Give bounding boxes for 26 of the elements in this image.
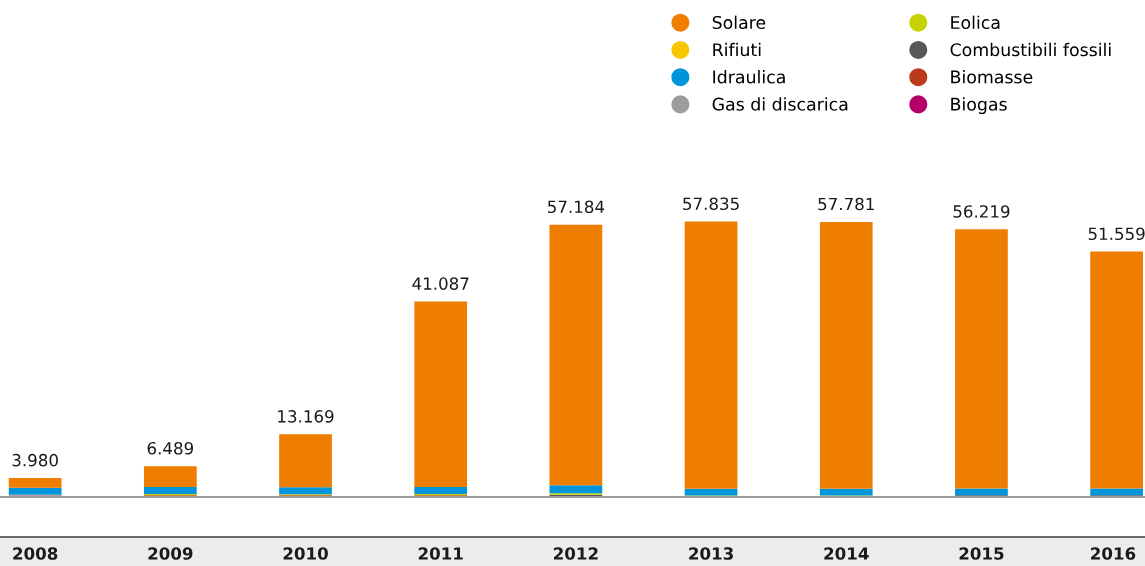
x-tick-label: 2013 [689, 547, 733, 560]
annotation: 6.489 [147, 441, 194, 455]
annotation: 57.835 [683, 197, 739, 211]
x-tick-label: 2011 [418, 547, 463, 560]
annotation: 13.169 [278, 410, 334, 423]
x-tick-label: 2009 [148, 547, 193, 560]
legend-label: Biomasse [951, 70, 1033, 84]
legend-label: Solare [712, 15, 766, 30]
x-tick-label: 2014 [824, 547, 869, 560]
annotation: 56.219 [953, 205, 1010, 218]
legend-label: Combustibili fossili [950, 42, 1111, 57]
legend-label: Gas di discarica [712, 97, 848, 111]
x-tick-label: 2016 [1091, 547, 1136, 560]
x-tick-label: 2015 [959, 547, 1004, 560]
legend-label: Idraulica [713, 70, 785, 84]
annotation: 57.781 [818, 197, 874, 211]
x-tick-label: 2010 [283, 547, 328, 560]
annotation: 51.559 [1088, 227, 1145, 241]
annotation: 57.184 [548, 200, 605, 214]
legend-label: Rifiuti [713, 42, 761, 57]
annotation: 3.980 [12, 453, 58, 467]
legend-label: Biogas [951, 97, 1007, 115]
x-tick-label: 2012 [554, 547, 598, 560]
legend-label: Eolica [951, 15, 1000, 30]
annotation: 41.087 [412, 277, 469, 290]
x-tick-label: 2008 [13, 547, 58, 560]
